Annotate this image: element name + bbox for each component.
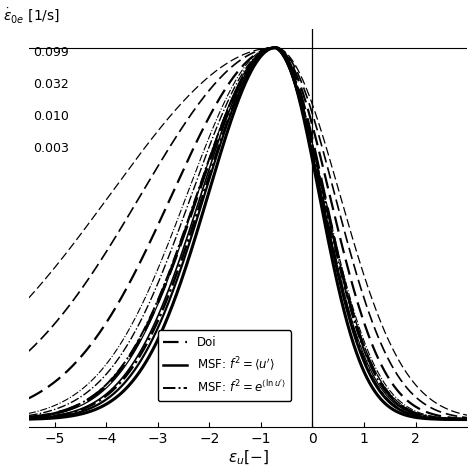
Text: 0.032: 0.032 [33,78,69,91]
Text: 0.099: 0.099 [33,46,69,59]
X-axis label: $\varepsilon_u[-]$: $\varepsilon_u[-]$ [228,449,268,467]
Text: 0.010: 0.010 [33,110,69,123]
Text: $\dot{\varepsilon}_{0e}$ [1/s]: $\dot{\varepsilon}_{0e}$ [1/s] [3,7,60,25]
Text: 0.003: 0.003 [33,142,69,155]
Legend: Doi, MSF: $f^2=\langle u'\rangle$, MSF: $f^2=e^{\langle\ln u'\rangle}$: Doi, MSF: $f^2=\langle u'\rangle$, MSF: … [157,330,292,401]
